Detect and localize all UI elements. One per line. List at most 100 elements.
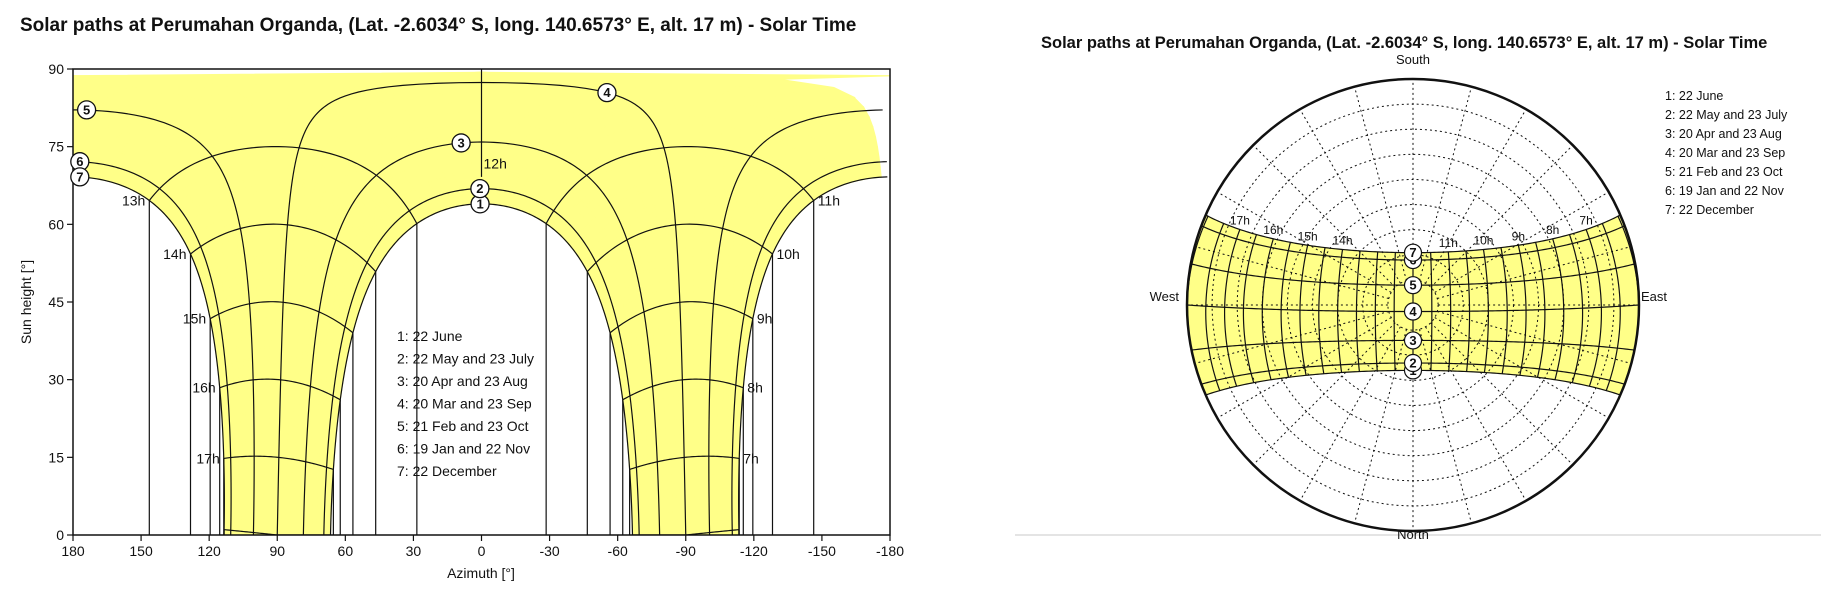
band-cell [1337, 322, 1347, 330]
fill-cell [686, 363, 694, 373]
hour-label: 11h [818, 192, 840, 208]
hour-label: 17h [1230, 213, 1250, 227]
fill-cell [263, 138, 284, 148]
band-cell [1306, 309, 1316, 318]
band-cell [1324, 259, 1334, 268]
fill-cell [681, 169, 697, 179]
fill-cell [253, 356, 261, 367]
band-cell [1232, 283, 1242, 294]
fill-cell [711, 503, 718, 513]
band-cell [1231, 299, 1241, 309]
fill-cell [720, 474, 726, 484]
azimuth-ray [1354, 86, 1407, 281]
band-cell [1254, 315, 1264, 324]
band-cell [1330, 272, 1340, 281]
fill-cell [232, 504, 239, 514]
azimuth-ray [1299, 326, 1401, 501]
hour-line [1500, 247, 1508, 374]
fill-cell [259, 379, 266, 389]
fill-cell [682, 177, 696, 187]
band-cell [1345, 328, 1354, 336]
fill-cell [274, 386, 282, 396]
band-cell [1448, 250, 1457, 259]
legend-entry: 2: 22 May and 23 July [1665, 108, 1788, 122]
fill-cell [674, 215, 686, 226]
fill-cell [255, 464, 262, 475]
band-cell [1442, 287, 1452, 295]
fill-cell [269, 410, 276, 420]
fill-cell [266, 169, 282, 179]
fill-cell [701, 457, 708, 467]
fill-cell [692, 254, 701, 265]
hour-label: 10h [1473, 233, 1493, 247]
band-cell [1344, 292, 1354, 300]
fill-cell [254, 403, 262, 413]
band-cell [1456, 268, 1466, 276]
direction-east: East [1641, 289, 1667, 304]
fill-cell [259, 387, 266, 397]
band-cell [1441, 352, 1451, 360]
date-path-7 [738, 176, 888, 535]
fill-cell [257, 115, 287, 125]
fill-cell [268, 192, 281, 202]
fill-cell [275, 316, 284, 327]
band-cell [1367, 304, 1376, 312]
y-tick-label: 45 [48, 294, 64, 310]
x-tick-label: 120 [197, 543, 221, 559]
fill-cell [701, 426, 708, 436]
fill-cell [687, 410, 694, 420]
x-tick-label: 30 [406, 543, 422, 559]
band-cell [1449, 286, 1459, 295]
band-cell [1397, 328, 1407, 336]
band-cell [1600, 289, 1610, 300]
fill-cell [686, 355, 694, 365]
fill-cell [264, 379, 272, 389]
hour-line [1337, 249, 1344, 373]
band-cell [1224, 322, 1235, 332]
series-marker-label: 3 [1409, 333, 1416, 348]
hour-label: 11h [1439, 236, 1458, 250]
fill-cell [697, 348, 704, 359]
fill-cell [272, 526, 279, 535]
series-marker-3 [451, 133, 471, 153]
band-cell [1348, 365, 1358, 373]
fill-cell [264, 386, 271, 397]
band-cell [1593, 306, 1602, 316]
band-cell [1547, 315, 1557, 324]
fill-cell [697, 456, 704, 467]
band-cell [1254, 293, 1264, 303]
fill-cell [470, 162, 483, 175]
fill-cell [260, 223, 271, 234]
fill-cell [278, 208, 290, 218]
band-cell [1608, 305, 1617, 316]
fill-cell [261, 239, 271, 250]
series-marker-label: 7 [1409, 245, 1416, 260]
fill-cell [232, 511, 239, 521]
fill-cell [715, 443, 722, 453]
hour-line [1374, 251, 1379, 371]
fill-cell [733, 490, 740, 500]
fill-cell [281, 526, 287, 535]
fill-cell [270, 324, 278, 334]
fill-cell [711, 457, 717, 468]
fill-cell [247, 99, 292, 110]
fill-cell [223, 497, 230, 507]
fill-cell [254, 379, 261, 390]
hour-line [1299, 245, 1309, 376]
band-cell [1456, 346, 1466, 354]
band-cell [1487, 291, 1497, 300]
fill-cell [275, 340, 283, 350]
fill-cell [268, 208, 280, 218]
band-cell [1420, 316, 1429, 324]
fill-cell [269, 270, 279, 280]
band-cell [1525, 309, 1535, 318]
fill-cell [680, 324, 688, 334]
legend-entry: 4: 20 Mar and 23 Sep [1665, 146, 1785, 160]
fill-cell [232, 459, 239, 470]
fill-cell [697, 418, 704, 428]
hour-line [1393, 252, 1396, 371]
band-cell [1507, 348, 1517, 356]
fill-cell [316, 527, 323, 535]
band-cell [1584, 276, 1594, 286]
fill-cell [268, 216, 280, 226]
